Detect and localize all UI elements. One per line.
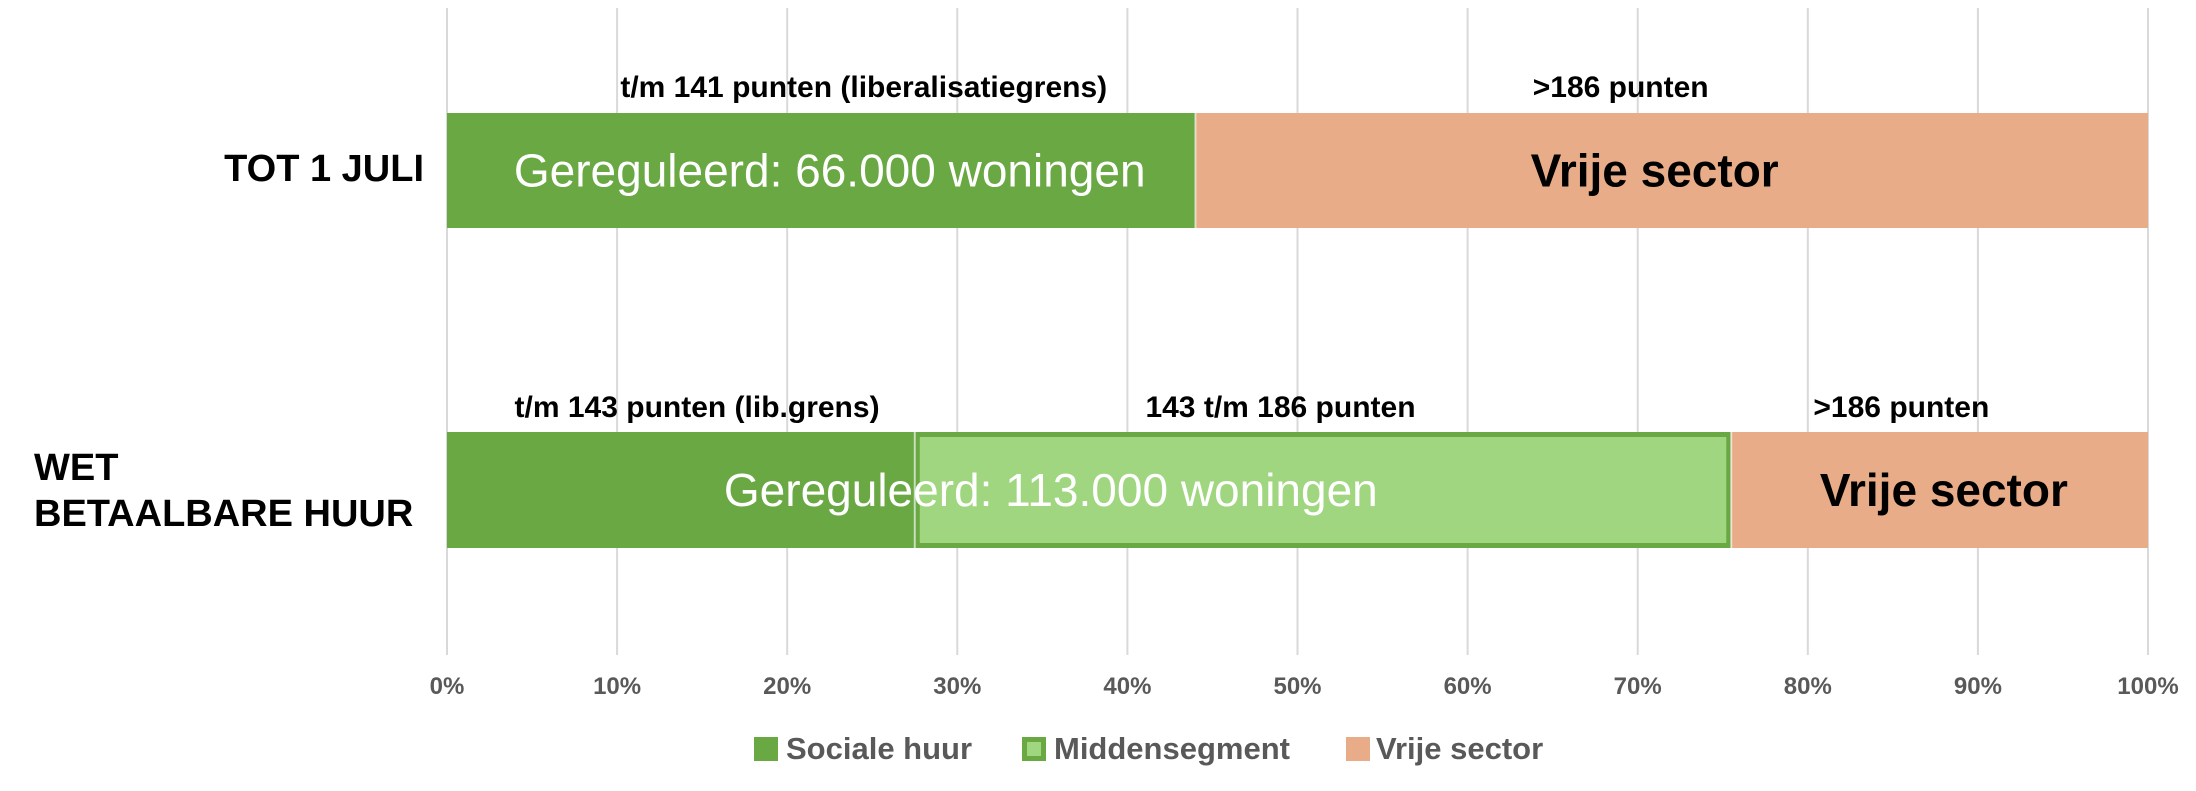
- category-label-line: BETAALBARE HUUR: [34, 493, 413, 535]
- x-tick-label: 0%: [430, 673, 465, 700]
- bar-sociale-huur: [447, 113, 1196, 228]
- range-label: >186 punten: [1813, 391, 1989, 424]
- x-tick-label: 90%: [1954, 673, 2002, 700]
- bar-inner-label: Vrije sector: [1531, 145, 1779, 197]
- bar-middensegment: [914, 432, 1732, 548]
- x-tick-label: 50%: [1273, 673, 1321, 700]
- legend-swatch: [754, 737, 778, 761]
- legend-swatch: [1022, 737, 1046, 761]
- legend-label: Middensegment: [1054, 731, 1290, 766]
- x-tick-label: 20%: [763, 673, 811, 700]
- range-label: t/m 143 punten (lib.grens): [515, 391, 880, 424]
- x-tick-label: 10%: [593, 673, 641, 700]
- x-tick-label: 70%: [1614, 673, 1662, 700]
- bar-inner-label: Gereguleerd: 113.000 woningen: [724, 464, 1378, 516]
- category-label-line: TOT 1 JULI: [224, 148, 424, 190]
- range-label: >186 punten: [1533, 71, 1709, 104]
- legend-label: Sociale huur: [786, 731, 972, 766]
- x-tick-label: 40%: [1103, 673, 1151, 700]
- bar-vrije-sector: [1731, 432, 2148, 548]
- x-tick-label: 30%: [933, 673, 981, 700]
- legend-label: Vrije sector: [1376, 731, 1543, 766]
- x-tick-label: 60%: [1444, 673, 1492, 700]
- category-label-line: WET: [34, 447, 118, 489]
- category-label: WET BETAALBARE HUUR: [34, 447, 413, 535]
- range-label: t/m 141 punten (liberalisatiegrens): [620, 71, 1107, 104]
- category-label: TOT 1 JULI: [224, 148, 424, 190]
- x-tick-label: 100%: [2117, 673, 2178, 700]
- x-tick-label: 80%: [1784, 673, 1832, 700]
- bar-inner-label: Vrije sector: [1820, 464, 2068, 516]
- bar-inner-label: Gereguleerd: 66.000 woningen: [514, 145, 1146, 197]
- range-label: 143 t/m 186 punten: [1145, 391, 1415, 424]
- bar-vrije-sector: [1195, 113, 2148, 228]
- legend-swatch: [1346, 737, 1370, 761]
- bar-sociale-huur: [447, 432, 915, 548]
